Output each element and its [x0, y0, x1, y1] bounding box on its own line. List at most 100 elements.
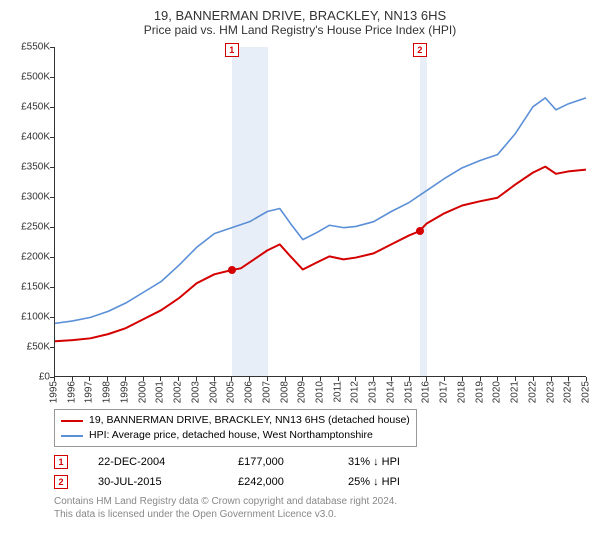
x-tick-label: 2017: [439, 381, 450, 403]
x-tick: [231, 377, 232, 381]
x-tick: [480, 377, 481, 381]
x-tick: [249, 377, 250, 381]
y-tick-label: £400K: [21, 132, 50, 143]
x-tick-label: 2015: [403, 381, 414, 403]
x-tick-label: 2005: [226, 381, 237, 403]
marker-price: £242,000: [238, 476, 318, 488]
y-tick: [50, 107, 54, 108]
x-tick: [178, 377, 179, 381]
marker-row-flag: 2: [54, 475, 68, 489]
x-tick: [125, 377, 126, 381]
x-tick: [391, 377, 392, 381]
x-tick: [586, 377, 587, 381]
footer-line-2: This data is licensed under the Open Gov…: [54, 508, 590, 521]
x-tick: [373, 377, 374, 381]
chart-area: 12 £0£50K£100K£150K£200K£250K£300K£350K£…: [14, 43, 590, 403]
plot-region: 12: [54, 47, 586, 377]
x-tick: [214, 377, 215, 381]
legend: 19, BANNERMAN DRIVE, BRACKLEY, NN13 6HS …: [54, 409, 417, 447]
marker-row: 2 30-JUL-2015 £242,000 25% ↓ HPI: [54, 475, 590, 489]
y-tick-label: £50K: [27, 342, 50, 353]
y-tick-label: £550K: [21, 42, 50, 53]
sale-marker-flag: 2: [413, 43, 427, 57]
y-tick-label: £350K: [21, 162, 50, 173]
x-tick-label: 2001: [155, 381, 166, 403]
x-tick-label: 2022: [527, 381, 538, 403]
x-tick-label: 2009: [297, 381, 308, 403]
y-tick: [50, 77, 54, 78]
legend-item: 19, BANNERMAN DRIVE, BRACKLEY, NN13 6HS …: [61, 413, 410, 428]
x-tick-label: 2018: [456, 381, 467, 403]
y-tick: [50, 257, 54, 258]
x-tick-label: 2012: [350, 381, 361, 403]
x-tick: [444, 377, 445, 381]
x-tick: [267, 377, 268, 381]
x-tick: [196, 377, 197, 381]
footer-attribution: Contains HM Land Registry data © Crown c…: [54, 495, 590, 521]
x-tick-label: 2007: [261, 381, 272, 403]
x-tick-label: 2020: [492, 381, 503, 403]
x-tick-label: 1996: [66, 381, 77, 403]
marker-date: 22-DEC-2004: [98, 456, 208, 468]
legend-swatch: [61, 435, 83, 437]
y-tick-label: £200K: [21, 252, 50, 263]
x-tick-label: 2010: [315, 381, 326, 403]
x-tick-label: 2004: [208, 381, 219, 403]
marker-row-flag: 1: [54, 455, 68, 469]
series-line-hpi: [55, 98, 586, 324]
x-tick-label: 2003: [190, 381, 201, 403]
x-tick-label: 2014: [385, 381, 396, 403]
footer-line-1: Contains HM Land Registry data © Crown c…: [54, 495, 590, 508]
x-tick: [54, 377, 55, 381]
y-tick-label: £150K: [21, 282, 50, 293]
x-tick-label: 2008: [279, 381, 290, 403]
x-tick-label: 2006: [244, 381, 255, 403]
chart-lines: [55, 47, 586, 376]
chart-title: 19, BANNERMAN DRIVE, BRACKLEY, NN13 6HS: [10, 8, 590, 23]
x-tick-label: 1997: [84, 381, 95, 403]
y-tick-label: £250K: [21, 222, 50, 233]
y-tick: [50, 167, 54, 168]
marker-price: £177,000: [238, 456, 318, 468]
x-tick: [551, 377, 552, 381]
y-tick: [50, 227, 54, 228]
y-tick: [50, 137, 54, 138]
x-tick: [72, 377, 73, 381]
y-tick-label: £450K: [21, 102, 50, 113]
y-tick: [50, 287, 54, 288]
x-tick: [426, 377, 427, 381]
marker-date: 30-JUL-2015: [98, 476, 208, 488]
chart-container: 19, BANNERMAN DRIVE, BRACKLEY, NN13 6HS …: [0, 0, 600, 560]
x-tick-label: 2013: [368, 381, 379, 403]
x-tick-label: 2019: [474, 381, 485, 403]
x-tick-label: 1995: [49, 381, 60, 403]
x-tick: [107, 377, 108, 381]
marker-row: 122-DEC-2004£177,00031% ↓ HPI: [54, 455, 590, 469]
legend-item: HPI: Average price, detached house, West…: [61, 428, 410, 443]
x-tick: [515, 377, 516, 381]
x-tick-label: 2025: [581, 381, 592, 403]
y-tick: [50, 317, 54, 318]
sale-marker-dot: [416, 227, 424, 235]
x-tick: [355, 377, 356, 381]
chart-subtitle: Price paid vs. HM Land Registry's House …: [10, 23, 590, 37]
x-tick: [160, 377, 161, 381]
x-tick: [89, 377, 90, 381]
x-tick-label: 2000: [137, 381, 148, 403]
x-tick: [338, 377, 339, 381]
x-tick: [497, 377, 498, 381]
x-tick-label: 2024: [563, 381, 574, 403]
x-tick-label: 2016: [421, 381, 432, 403]
x-tick: [285, 377, 286, 381]
x-tick: [320, 377, 321, 381]
legend-label: HPI: Average price, detached house, West…: [89, 428, 373, 443]
y-tick: [50, 197, 54, 198]
x-tick: [462, 377, 463, 381]
x-tick-label: 2023: [545, 381, 556, 403]
x-tick-label: 2021: [510, 381, 521, 403]
x-tick: [302, 377, 303, 381]
x-tick-label: 1999: [119, 381, 130, 403]
marker-pct: 25% ↓ HPI: [348, 476, 428, 488]
x-tick-label: 2011: [332, 381, 343, 403]
y-tick: [50, 47, 54, 48]
